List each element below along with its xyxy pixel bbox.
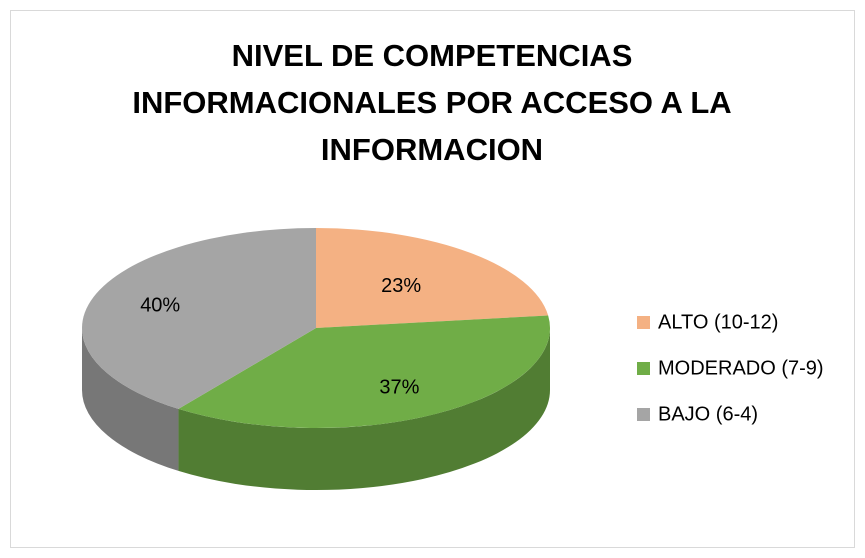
legend-label: BAJO (6-4) [658, 403, 758, 425]
slice [316, 228, 549, 328]
legend-swatch [637, 408, 650, 421]
slice-side [82, 328, 179, 471]
legend-swatch [637, 362, 650, 375]
slice [178, 315, 551, 429]
legend-label: MODERADO (7-9) [658, 357, 824, 379]
slice-side [178, 328, 550, 490]
legend-swatch [637, 316, 650, 329]
data-label: 40% [140, 295, 180, 317]
slice [82, 228, 317, 409]
data-label: 37% [379, 377, 419, 399]
data-label: 23% [381, 275, 421, 297]
legend-label: ALTO (10-12) [658, 311, 778, 333]
chart-title: NIVEL DE COMPETENCIAS INFORMACIONALES PO… [132, 38, 732, 167]
